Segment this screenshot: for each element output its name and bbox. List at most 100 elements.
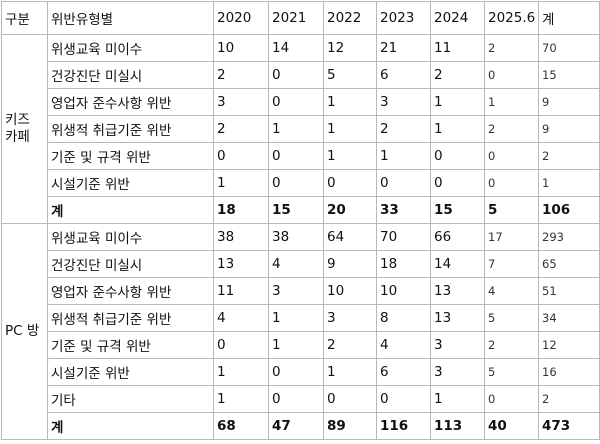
value-cell: 4 [484, 277, 539, 305]
row-label: 시설기준 위반 [47, 169, 214, 197]
value-cell: 14 [268, 34, 324, 62]
value-cell: 2 [484, 115, 539, 143]
value-cell: 2 [213, 61, 269, 89]
value-cell: 0 [484, 169, 539, 197]
value-cell: 5 [484, 358, 539, 386]
value-cell: 4 [213, 304, 269, 332]
value-cell: 14 [430, 250, 485, 278]
value-cell: 70 [538, 34, 600, 62]
value-cell: 13 [430, 304, 485, 332]
value-cell: 38 [268, 223, 324, 251]
value-cell: 11 [430, 34, 485, 62]
value-cell: 2 [484, 34, 539, 62]
value-cell: 51 [538, 277, 600, 305]
value-cell: 1 [323, 358, 377, 386]
value-cell: 1 [323, 142, 377, 170]
value-cell: 3 [376, 88, 431, 116]
data-row: 시설기준 위반 1 0 0 0 0 0 1 [2, 169, 600, 197]
value-cell: 1 [430, 88, 485, 116]
data-row: 건강진단 미실시 13 4 9 18 14 7 65 [2, 250, 600, 278]
value-cell: 2 [376, 115, 431, 143]
value-cell: 18 [213, 196, 269, 224]
value-cell: 1 [213, 169, 269, 197]
data-row: 시설기준 위반 1 0 1 6 3 5 16 [2, 358, 600, 386]
value-cell: 0 [323, 385, 377, 413]
value-cell: 1 [430, 115, 485, 143]
value-cell: 0 [484, 142, 539, 170]
group-label: 키즈 카페 [1, 34, 48, 224]
value-cell: 16 [538, 358, 600, 386]
value-cell: 5 [484, 304, 539, 332]
value-cell: 0 [323, 169, 377, 197]
row-label: 위생적 취급기준 위반 [47, 115, 214, 143]
row-label: 위생교육 미이수 [47, 223, 214, 251]
header-cell: 2022 [323, 1, 377, 35]
value-cell: 1 [323, 88, 377, 116]
header-cell: 2020 [213, 1, 269, 35]
value-cell: 13 [430, 277, 485, 305]
value-cell: 0 [268, 169, 324, 197]
row-label: 계 [47, 196, 214, 224]
total-row: 계 18 15 20 33 15 5 106 [2, 196, 600, 224]
value-cell: 21 [376, 34, 431, 62]
value-cell: 8 [376, 304, 431, 332]
value-cell: 0 [268, 88, 324, 116]
header-row: 구분 위반유형별 2020 2021 2022 2023 2024 2025.6 계 [1, 1, 600, 35]
header-cell: 2024 [430, 1, 485, 35]
value-cell: 68 [213, 412, 269, 440]
value-cell: 2 [430, 61, 485, 89]
header-cell: 2023 [376, 1, 431, 35]
value-cell: 2 [538, 142, 600, 170]
value-cell: 7 [484, 250, 539, 278]
value-cell: 9 [538, 115, 600, 143]
value-cell: 9 [538, 88, 600, 116]
value-cell: 15 [538, 61, 600, 89]
value-cell: 12 [323, 34, 377, 62]
value-cell: 38 [213, 223, 269, 251]
row-label: 영업자 준수사항 위반 [47, 88, 214, 116]
data-row: 영업자 준수사항 위반 3 0 1 3 1 1 9 [2, 88, 600, 116]
row-label: 기준 및 규격 위반 [47, 331, 214, 359]
data-row: PC 방 위생교육 미이수 38 38 64 70 66 17 293 [1, 223, 600, 440]
value-cell: 1 [213, 385, 269, 413]
value-cell: 47 [268, 412, 324, 440]
value-cell: 40 [484, 412, 539, 440]
data-row: 기준 및 규격 위반 0 1 2 4 3 2 12 [2, 331, 600, 359]
value-cell: 65 [538, 250, 600, 278]
value-cell: 0 [484, 61, 539, 89]
value-cell: 1 [213, 358, 269, 386]
value-cell: 1 [268, 304, 324, 332]
header-cell: 2025.6 [484, 1, 539, 35]
row-label: 영업자 준수사항 위반 [47, 277, 214, 305]
value-cell: 5 [323, 61, 377, 89]
row-label: 시설기준 위반 [47, 358, 214, 386]
value-cell: 113 [430, 412, 485, 440]
value-cell: 3 [268, 277, 324, 305]
value-cell: 0 [213, 331, 269, 359]
data-row: 건강진단 미실시 2 0 5 6 2 0 15 [2, 61, 600, 89]
value-cell: 1 [323, 115, 377, 143]
value-cell: 2 [484, 331, 539, 359]
value-cell: 0 [376, 169, 431, 197]
value-cell: 4 [268, 250, 324, 278]
header-cell: 계 [538, 1, 600, 35]
value-cell: 473 [538, 412, 600, 440]
value-cell: 3 [430, 358, 485, 386]
value-cell: 10 [376, 277, 431, 305]
row-label: 건강진단 미실시 [47, 250, 214, 278]
value-cell: 1 [268, 115, 324, 143]
value-cell: 0 [484, 385, 539, 413]
header-cell: 구분 [1, 1, 48, 35]
value-cell: 17 [484, 223, 539, 251]
value-cell: 4 [376, 331, 431, 359]
value-cell: 1 [268, 331, 324, 359]
data-row: 키즈 카페 위생교육 미이수 10 14 12 21 11 2 70 [1, 34, 600, 224]
value-cell: 18 [376, 250, 431, 278]
row-label: 위생적 취급기준 위반 [47, 304, 214, 332]
value-cell: 0 [268, 61, 324, 89]
value-cell: 6 [376, 61, 431, 89]
value-cell: 34 [538, 304, 600, 332]
value-cell: 116 [376, 412, 431, 440]
data-row: 영업자 준수사항 위반 11 3 10 10 13 4 51 [2, 277, 600, 305]
